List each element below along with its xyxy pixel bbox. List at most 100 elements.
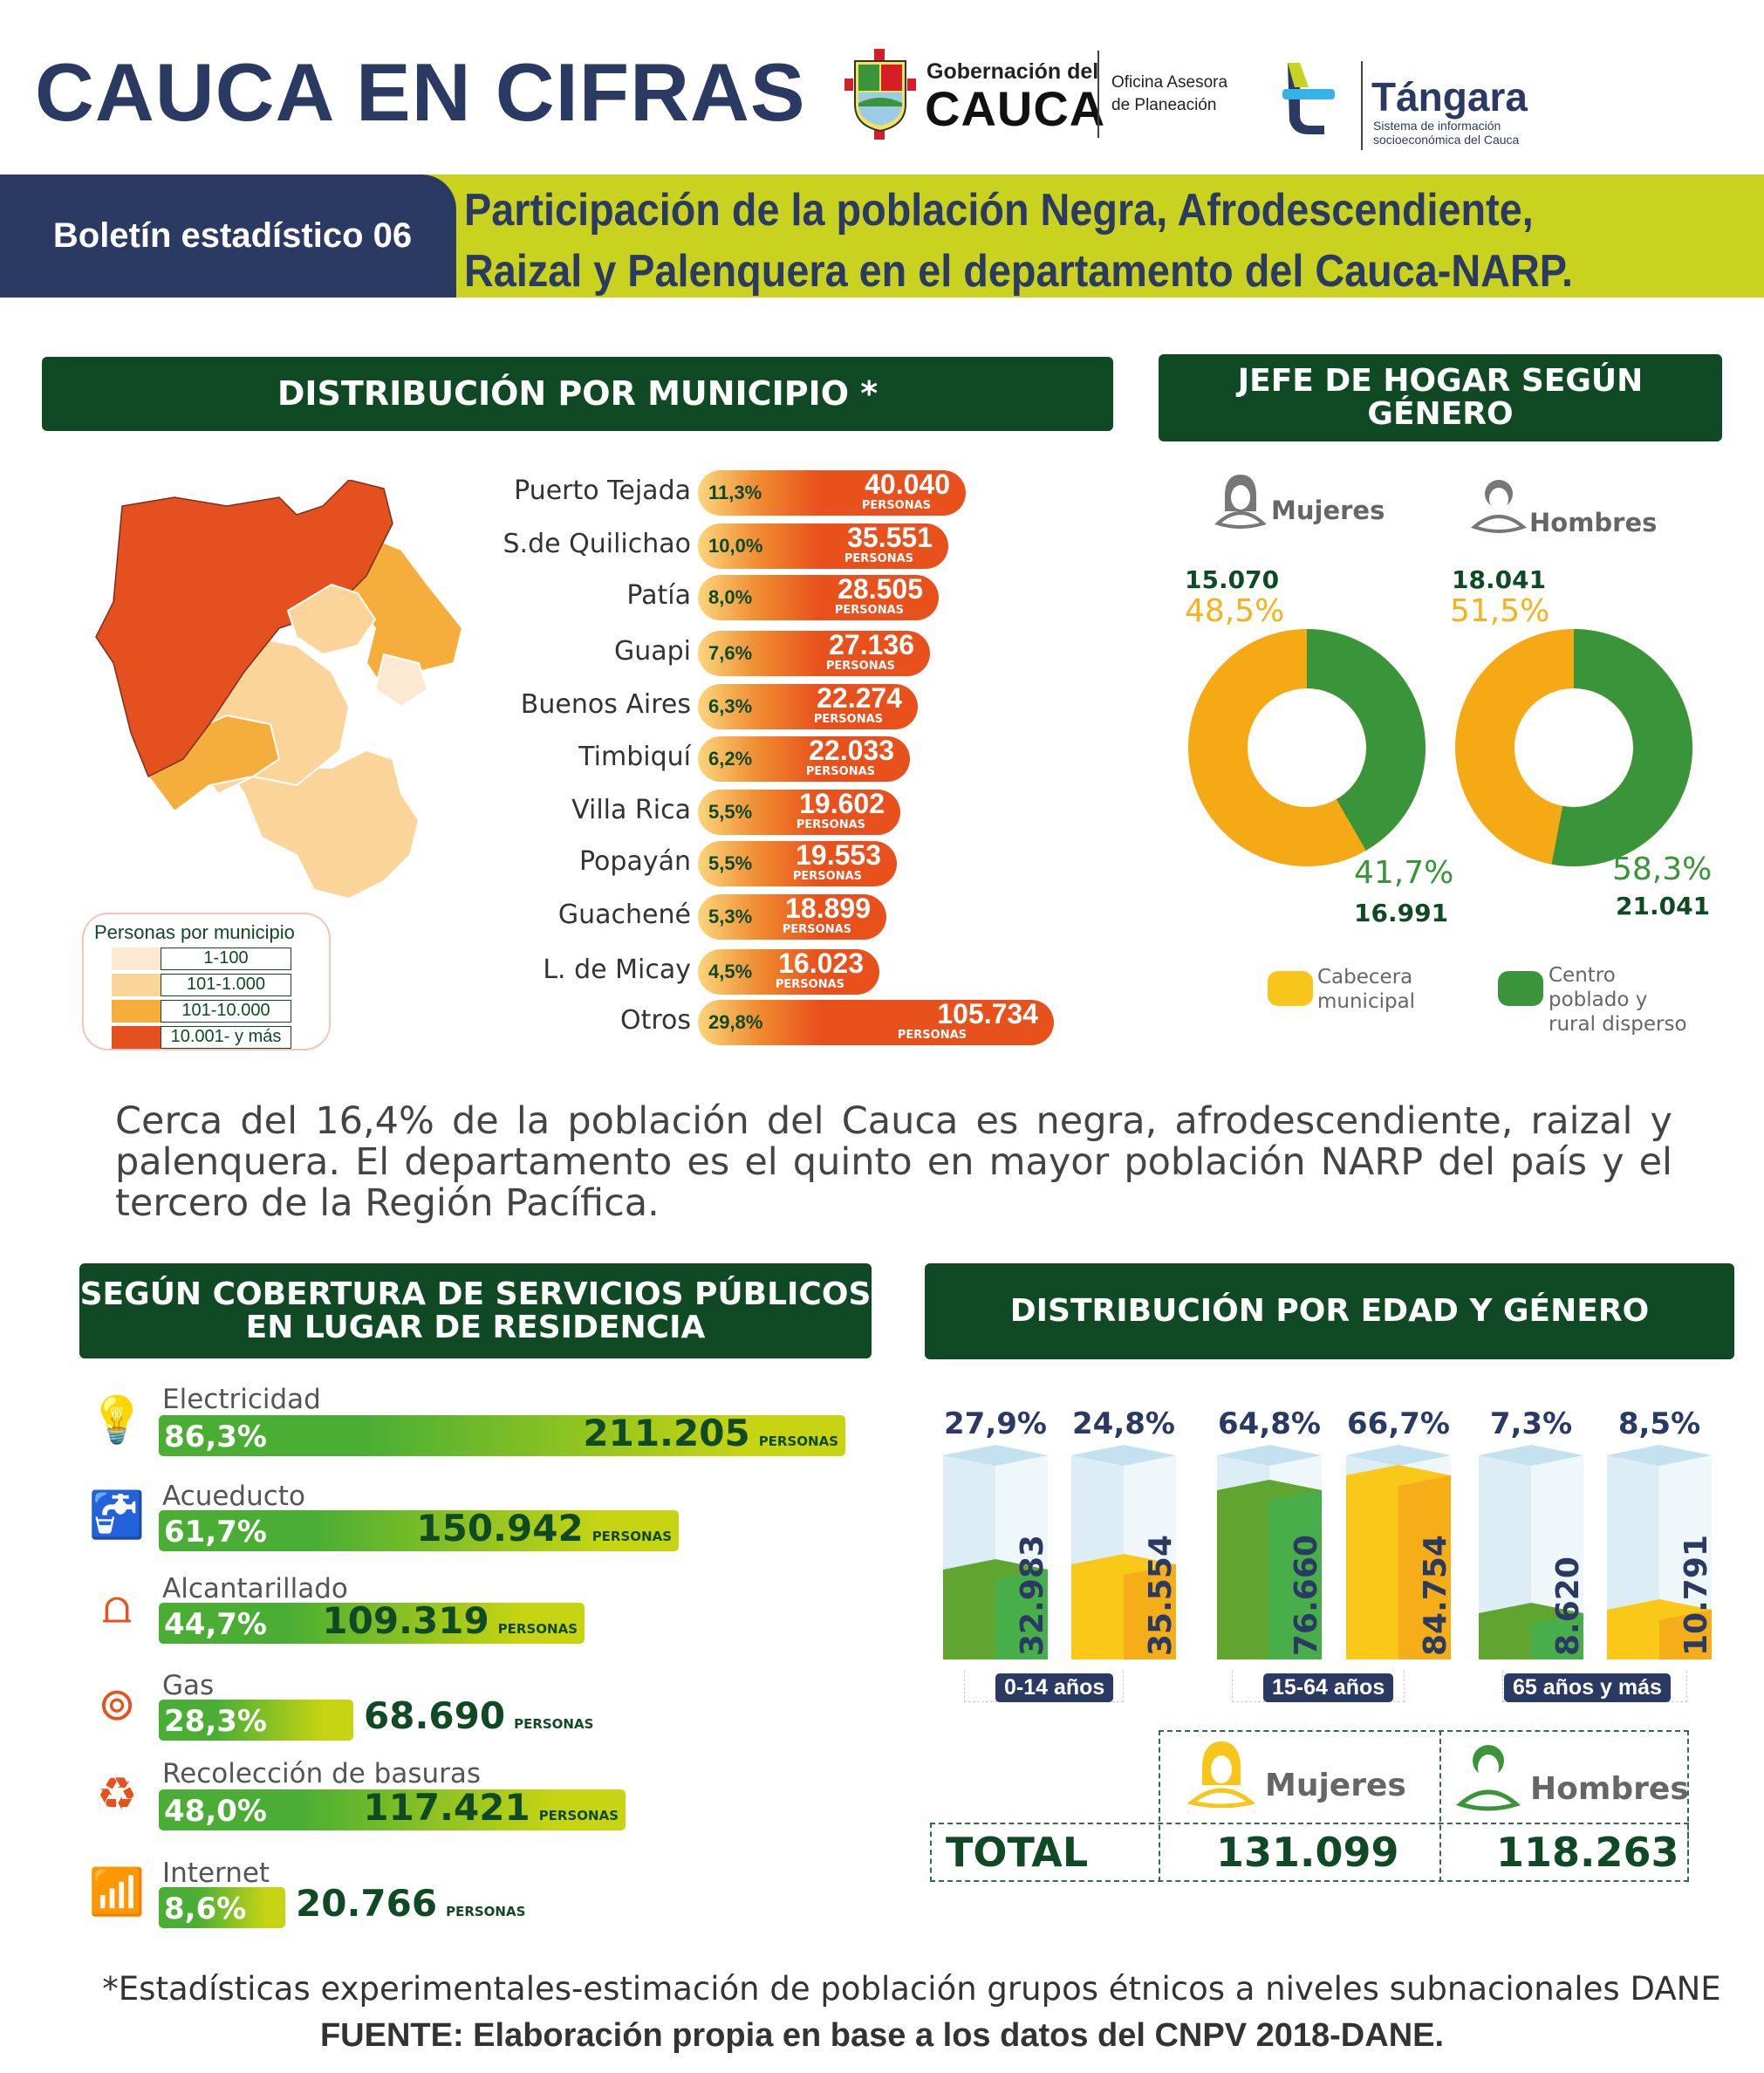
logo-divider [1097,51,1099,138]
age-group-label: 65 años y más [1504,1673,1671,1702]
municipio-pct: 7,6% [708,642,753,664]
municipio-pct: 11,3% [708,482,762,503]
legend-rural-line1: Centro [1549,964,1616,987]
footnote: *Estadísticas experimentales-estimación … [102,1970,1721,2008]
servicios-heading-line1: SEGÚN COBERTURA DE SERVICIOS PÚBLICOS [79,1276,872,1312]
summary-paragraph: Cerca del 16,4% de la población del Cauc… [115,1099,1672,1225]
servicio-pct: 61,7% [164,1515,267,1550]
legend-item: 101-10.000 [112,1000,291,1023]
jefe-heading-line1: JEFE DE HOGAR SEGÚN [1237,363,1644,400]
municipio-label: Otros [619,1005,691,1036]
faucet-icon: 🚰 [88,1489,146,1542]
municipio-unit: PERSONAS [813,713,883,726]
municipio-bar: 10,0% 35.551 PERSONAS [698,523,948,569]
jefe-heading-line2: GÉNERO [1367,396,1514,432]
men-cabecera-pct: 51,5% [1450,593,1550,629]
servicio-pct: 48,0% [164,1794,267,1829]
lightbulb-icon: 💡 [88,1394,146,1447]
cauca-map [95,480,462,900]
municipio-unit: PERSONAS [844,552,913,565]
jefe-women-label: Mujeres [1271,496,1385,525]
municipio-bar: 5,5% 19.553 PERSONAS [698,841,897,886]
servicio-pct: 44,7% [164,1607,267,1642]
municipio-value: 28.505 [838,573,923,605]
servicio-pct: 28,3% [164,1704,267,1739]
municipio-label: Villa Rica [571,795,691,825]
women-donut-rural-slice [1305,629,1426,851]
servicio-pct: 86,3% [164,1420,267,1454]
gas-valve-icon: ⊚ [98,1679,136,1731]
servicio-unit: PERSONAS [514,1716,594,1732]
men-rural-pct: 58,3% [1612,852,1713,887]
totals-row-box [930,1823,1689,1882]
recycle-bin-icon: ♻ [96,1769,138,1821]
tangara-logo-icon [1282,63,1335,134]
servicio-bar: 28,3% [159,1700,353,1741]
municipio-bar: 6,2% 22.033 PERSONAS [698,736,910,782]
municipio-label: Guachené [557,900,691,930]
servicio-value: 211.205 [583,1412,750,1454]
servicio-value: 20.766 [296,1882,438,1925]
municipio-unit: PERSONAS [834,604,904,617]
gobernacion-label: Gobernación del [926,59,1099,84]
men-rural-value: 21.041 [1616,892,1711,920]
age-bar-value: 10.791 [1679,1535,1714,1656]
municipio-unit: PERSONAS [861,499,931,512]
servicio-label: Internet [162,1857,270,1889]
municipio-unit: PERSONAS [825,660,895,673]
age-group-label: 15-64 años [1263,1673,1394,1702]
men-total: 118.263 [1496,1829,1679,1876]
pipes-icon: ⩍ [102,1582,132,1634]
servicio-label: Gas [162,1670,215,1701]
municipio-unit: PERSONAS [792,870,862,883]
oficina-line1: Oficina Asesora [1111,73,1228,92]
legend-cabecera-label: Cabecera municipal [1317,966,1416,1013]
bulletin-title-line1: Participación de la población Negra, Afr… [464,185,1534,236]
age-bar-value: 8.620 [1550,1556,1586,1656]
servicio-value: 150.942 [416,1507,584,1550]
municipio-bar: 6,3% 22.274 PERSONAS [698,684,918,729]
legend-label: 1-100 [161,948,291,970]
legend-label: 101-10.000 [161,1000,291,1023]
map-legend: Personas por municipio 1-100 101-1.000 1… [82,913,331,1050]
women-rural-pct: 41,7% [1354,855,1454,891]
totals-header-box [1159,1730,1689,1882]
age-group-label: 0-14 años [995,1673,1114,1702]
men-donut-rural-slice [1551,629,1692,866]
age-pct-label: 64,8% [1218,1406,1321,1441]
municipio-pct: 6,2% [708,748,753,770]
age-pct-label: 66,7% [1347,1406,1450,1441]
municipio-label: S.de Quilichao [503,529,692,559]
totals-women-label: Mujeres [1265,1768,1406,1803]
servicio-unit: PERSONAS [591,1529,672,1544]
servicio-value: 68.690 [364,1694,506,1737]
municipio-pct: 8,0% [708,586,753,608]
municipio-bar: 29,8% 105.734 PERSONAS [698,1000,1054,1045]
municipio-bar: 5,3% 18.899 PERSONAS [698,894,886,940]
totals-men-label: Hombres [1530,1771,1689,1807]
wifi-icon: 📶 [88,1866,146,1919]
total-label: TOTAL [946,1829,1089,1876]
legend-rural-label: Centro poblado y rural disperso [1549,963,1687,1036]
tangara-sub2: socioeconómica del Cauca [1373,133,1520,147]
age-bar-value: 35.554 [1143,1535,1179,1656]
municipio-label: Buenos Aires [520,689,691,720]
oficina-line2: de Planeación [1111,96,1217,114]
municipio-bar: 5,5% 19.602 PERSONAS [698,790,900,835]
servicio-bar: 8,6% [159,1887,285,1928]
servicio-unit: PERSONAS [758,1433,838,1449]
age-bar-hombres: 76.660 [1217,1445,1324,1659]
municipio-value: 22.274 [817,682,902,714]
age-pct-label: 8,5% [1617,1406,1701,1441]
servicios-heading-line2: EN LUGAR DE RESIDENCIA [245,1309,706,1345]
servicios-heading: SEGÚN COBERTURA DE SERVICIOS PÚBLICOS EN … [79,1263,872,1358]
legend-rural-line3: rural disperso [1549,1013,1687,1036]
servicio-value: 117.421 [363,1786,530,1829]
servicio-label: Acueducto [162,1481,305,1512]
women-cabecera-pct: 48,5% [1185,593,1285,629]
municipio-pct: 5,5% [708,852,753,874]
tangara-divider [1361,61,1363,150]
servicio-unit: PERSONAS [497,1621,578,1637]
municipio-unit: PERSONAS [805,765,875,778]
legend-swatch [112,1000,161,1023]
